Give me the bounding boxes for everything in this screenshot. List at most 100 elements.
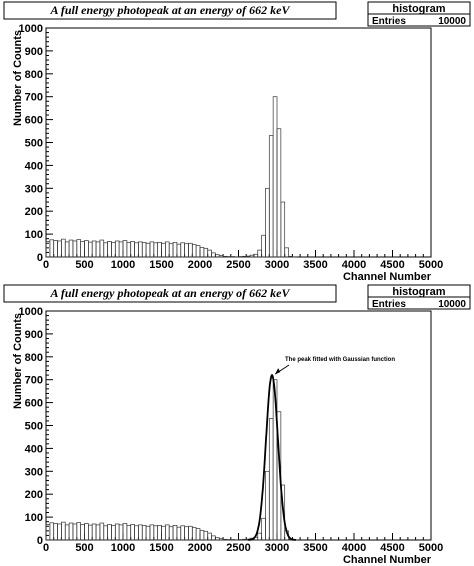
- histogram-bin: [222, 255, 228, 258]
- histogram-bin: [272, 96, 278, 258]
- histogram-bin: [280, 484, 286, 541]
- histogram-bin: [122, 240, 128, 258]
- y-tick-label: 800: [25, 69, 43, 81]
- histogram-bin: [176, 526, 182, 541]
- x-tick-label: 1000: [111, 259, 135, 271]
- histogram-bin: [199, 530, 205, 541]
- histogram-bin: [53, 523, 58, 541]
- histogram-bin: [215, 254, 220, 258]
- histogram-bin: [172, 524, 178, 541]
- histogram-bin: [99, 522, 105, 541]
- histogram-bin: [141, 241, 147, 258]
- histogram-bin: [126, 241, 132, 258]
- histogram-bin: [91, 523, 97, 541]
- y-tick-label: 700: [25, 92, 43, 104]
- histogram-bin: [284, 247, 289, 258]
- title-box: [3, 284, 337, 303]
- stats-entries-value: 10000: [438, 299, 466, 310]
- y-tick-label: 300: [25, 466, 43, 478]
- y-tick-label: 0: [37, 252, 43, 264]
- histogram-bin: [91, 240, 97, 258]
- x-tick-label: 2000: [188, 259, 212, 271]
- histogram-bin: [99, 239, 105, 258]
- histogram-bin: [134, 525, 139, 541]
- x-tick-label: 1500: [149, 542, 173, 554]
- stats-entries-value: 10000: [438, 16, 466, 27]
- histogram-bin: [72, 240, 78, 258]
- histogram-bin: [114, 523, 120, 541]
- histogram-bin: [130, 241, 135, 258]
- x-tick-label: 3500: [303, 259, 327, 271]
- histogram-bin: [138, 524, 143, 541]
- histogram-bin: [199, 247, 205, 258]
- histogram-bin: [80, 241, 85, 258]
- histogram-bin: [126, 524, 132, 541]
- gaussian-fit-curve: [248, 374, 296, 541]
- y-tick-label: 1000: [19, 306, 43, 318]
- histogram-bin: [203, 247, 209, 258]
- histogram-bin: [145, 525, 151, 541]
- chart-title: A full energy photopeak at an energy of …: [50, 286, 291, 300]
- y-tick-label: 900: [25, 329, 43, 341]
- histogram-bin: [188, 242, 193, 258]
- histogram-bin: [191, 527, 197, 541]
- x-tick-label: 0: [43, 259, 49, 271]
- histogram-bin: [215, 537, 220, 541]
- histogram-bin: [84, 240, 89, 258]
- y-tick-label: 400: [25, 443, 43, 455]
- histogram-bin: [218, 255, 224, 258]
- x-tick-label: 4000: [342, 259, 366, 271]
- y-axis-label: Number of Counts: [12, 30, 24, 126]
- histogram-bin: [180, 525, 185, 541]
- histogram-bin: [168, 526, 174, 541]
- x-tick-label: 4500: [380, 542, 404, 554]
- stats-entries-label: Entries: [372, 299, 406, 310]
- histogram-panel-bottom: A full energy photopeak at an energy of …: [0, 283, 474, 566]
- histogram-bin: [118, 524, 124, 541]
- histogram-bin: [68, 239, 74, 258]
- histogram-bin: [107, 241, 112, 258]
- histogram-bin: [87, 524, 93, 541]
- stats-title: histogram: [392, 286, 445, 298]
- histogram-bin: [103, 242, 108, 258]
- histogram-bin: [195, 528, 201, 541]
- y-tick-label: 300: [25, 183, 43, 195]
- histogram-bin: [280, 201, 286, 258]
- x-tick-label: 500: [75, 259, 93, 271]
- x-tick-label: 3000: [265, 259, 289, 271]
- histogram-bin: [161, 525, 166, 541]
- x-tick-label: 3500: [303, 542, 327, 554]
- histogram-bin: [45, 524, 51, 541]
- histogram-bin: [64, 524, 70, 541]
- histogram-bin: [145, 242, 151, 258]
- x-tick-label: 500: [75, 542, 93, 554]
- histogram-bin: [122, 523, 128, 541]
- histogram-bin: [261, 517, 266, 541]
- histogram-chart-top: A full energy photopeak at an energy of …: [3, 1, 471, 283]
- y-tick-label: 500: [25, 138, 43, 150]
- histogram-bin: [184, 526, 189, 541]
- x-tick-label: 2000: [188, 542, 212, 554]
- histogram-bin: [111, 524, 116, 541]
- x-tick-label: 4000: [342, 542, 366, 554]
- histogram-bin: [107, 524, 112, 541]
- histogram-bin: [95, 241, 101, 258]
- histogram-bin: [53, 240, 58, 258]
- histogram-bin: [149, 241, 155, 258]
- histogram-bin: [130, 524, 135, 541]
- x-tick-label: 2500: [226, 542, 250, 554]
- chart-title: A full energy photopeak at an energy of …: [50, 3, 291, 17]
- y-tick-label: 900: [25, 46, 43, 58]
- plot-frame: [45, 310, 432, 541]
- y-tick-label: 1000: [19, 23, 43, 35]
- y-tick-label: 700: [25, 375, 43, 387]
- y-tick-label: 600: [25, 115, 43, 127]
- stats-title: histogram: [392, 3, 445, 15]
- x-axis-label: Channel Number: [343, 271, 432, 283]
- x-tick-label: 1500: [149, 259, 173, 271]
- histogram-bin: [76, 522, 82, 541]
- histogram-bin: [134, 242, 139, 258]
- histogram-bin: [45, 241, 51, 258]
- histogram-bin: [276, 128, 282, 258]
- histogram-bin: [103, 525, 108, 541]
